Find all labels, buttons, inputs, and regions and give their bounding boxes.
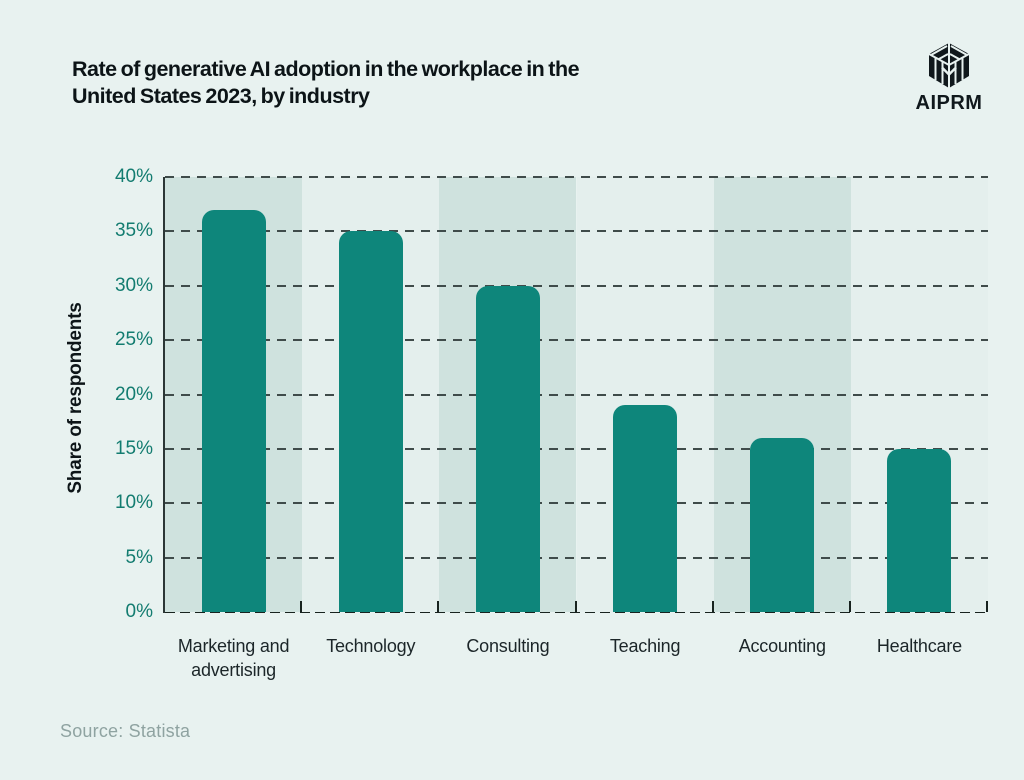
x-axis-tick (986, 601, 988, 612)
page-title-line1: Rate of generative AI adoption in the wo… (72, 57, 580, 81)
gridline (165, 447, 988, 450)
x-category-label: Healthcare (876, 636, 962, 656)
bar-teaching (613, 405, 678, 612)
aiprm-logo-icon (928, 43, 970, 88)
source-note: Source: Statista (60, 721, 191, 741)
x-axis-tick (848, 601, 851, 612)
y-tick-label: 10% (114, 492, 153, 514)
y-tick-label: 25% (114, 329, 153, 351)
y-tick-label: 5% (125, 546, 153, 568)
brand-logo: AIPRM (911, 42, 987, 115)
x-category-label: Teaching (609, 636, 681, 656)
gridline (165, 556, 988, 559)
page-title: Rate of generative AI adoption in the wo… (72, 56, 580, 110)
brand-name: AIPRM (915, 92, 983, 114)
bar-consulting (475, 285, 540, 612)
x-axis-tick (711, 601, 714, 612)
bar-accounting (750, 438, 815, 612)
gridline (165, 393, 988, 396)
y-tick-label: 30% (114, 274, 153, 296)
y-tick-label: 0% (125, 601, 153, 622)
gridline (165, 176, 988, 178)
gridline (165, 502, 988, 505)
bar-marketing-and-advertising (201, 209, 266, 612)
y-axis-line (163, 177, 165, 613)
y-tick-label: 40% (114, 166, 153, 187)
page-title-line2: United States 2023, by industry (72, 84, 370, 108)
x-category-label: Consulting (466, 636, 550, 656)
x-axis-baseline (165, 611, 988, 613)
bar-technology (338, 231, 403, 612)
x-category-label: Technology (326, 636, 416, 656)
y-tick-label: 20% (114, 383, 153, 405)
y-tick-label: 35% (114, 220, 153, 242)
x-axis-tick (300, 601, 303, 612)
plot-area: 0% 5% 10% 15% 20% 25% 30% 35% 40% Marketing and a… (115, 166, 988, 680)
gridline (165, 284, 988, 287)
bar-healthcare (887, 448, 952, 612)
gridline (165, 230, 988, 233)
x-category-label: Marketing and advertising (177, 636, 290, 680)
y-tick-label: 15% (114, 437, 153, 459)
gridline (165, 339, 988, 342)
x-category-label: Accounting (738, 636, 826, 656)
x-axis-tick (574, 601, 577, 612)
x-axis-tick (437, 601, 440, 612)
